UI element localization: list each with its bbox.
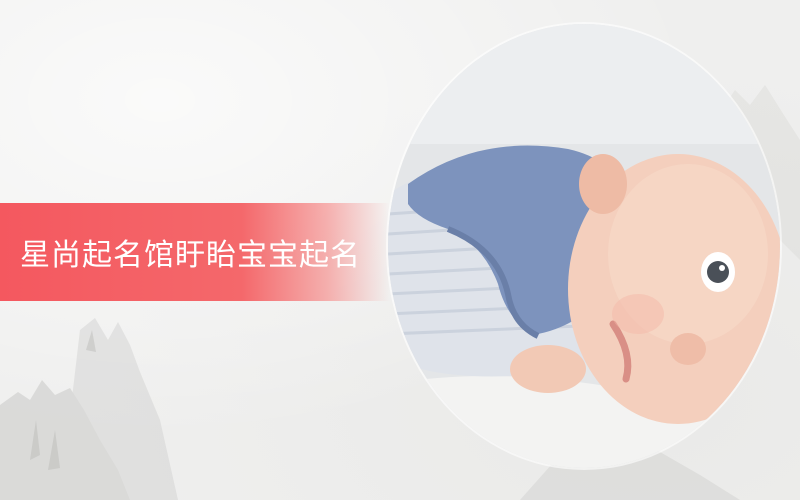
baby-photo — [388, 24, 780, 468]
baby-illustration — [388, 24, 780, 468]
title-banner: 星尚起名馆盱眙宝宝起名 — [0, 203, 390, 301]
banner-title: 星尚起名馆盱眙宝宝起名 — [20, 238, 361, 273]
